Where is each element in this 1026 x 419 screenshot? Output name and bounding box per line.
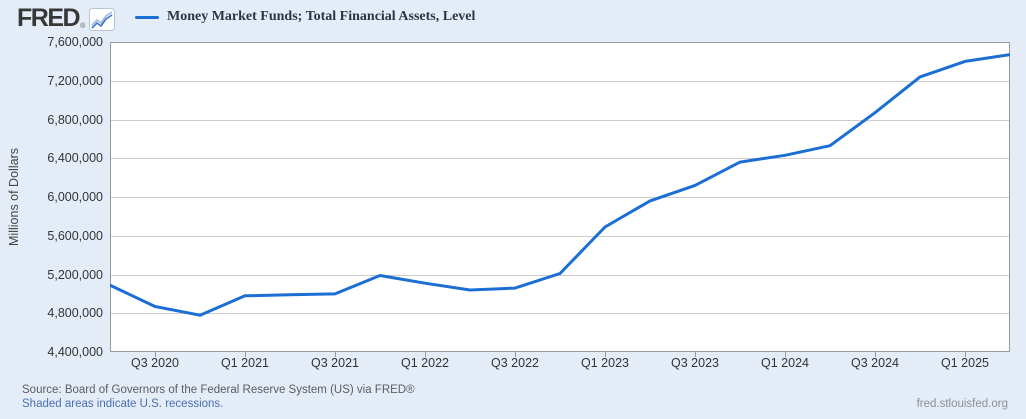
x-tick-label: Q3 2023 [671, 356, 719, 370]
legend: Money Market Funds; Total Financial Asse… [135, 9, 475, 25]
fred-sparkline-icon [89, 8, 116, 31]
legend-line-swatch-icon [135, 16, 159, 19]
source-attribution: Source: Board of Governors of the Federa… [22, 384, 415, 396]
y-tick-label: 4,400,000 [47, 345, 103, 359]
y-tick-label: 5,200,000 [47, 268, 103, 282]
chart-plot-area[interactable] [108, 42, 1012, 359]
x-tick-label: Q1 2024 [761, 356, 809, 370]
x-tick-label: Q1 2025 [941, 356, 989, 370]
recessions-note-link[interactable]: Shaded areas indicate U.S. recessions. [22, 398, 224, 410]
fred-logo[interactable]: FRED ® [17, 4, 116, 33]
y-tick-label: 7,600,000 [47, 35, 103, 49]
registered-trademark-mark: ® [80, 23, 86, 30]
y-tick-label: 6,400,000 [47, 151, 103, 165]
x-tick-label: Q3 2022 [491, 356, 539, 370]
fred-logo-text: FRED [17, 4, 81, 32]
x-tick-label: Q3 2020 [131, 356, 179, 370]
x-tick-label: Q1 2022 [401, 356, 449, 370]
x-tick-label: Q3 2024 [851, 356, 899, 370]
x-tick-label: Q1 2023 [581, 356, 629, 370]
y-tick-label: 5,600,000 [47, 229, 103, 243]
fred-site-url[interactable]: fred.stlouisfed.org [916, 398, 1008, 410]
y-tick-label: 6,000,000 [47, 190, 103, 204]
y-tick-label: 4,800,000 [47, 306, 103, 320]
y-tick-label: 6,800,000 [47, 113, 103, 127]
x-tick-label: Q3 2021 [311, 356, 359, 370]
x-tick-label: Q1 2021 [221, 356, 269, 370]
series-line [108, 53, 1012, 317]
legend-series-label: Money Market Funds; Total Financial Asse… [167, 9, 476, 24]
y-tick-label: 7,200,000 [47, 74, 103, 88]
plot-area-container [108, 42, 1012, 364]
